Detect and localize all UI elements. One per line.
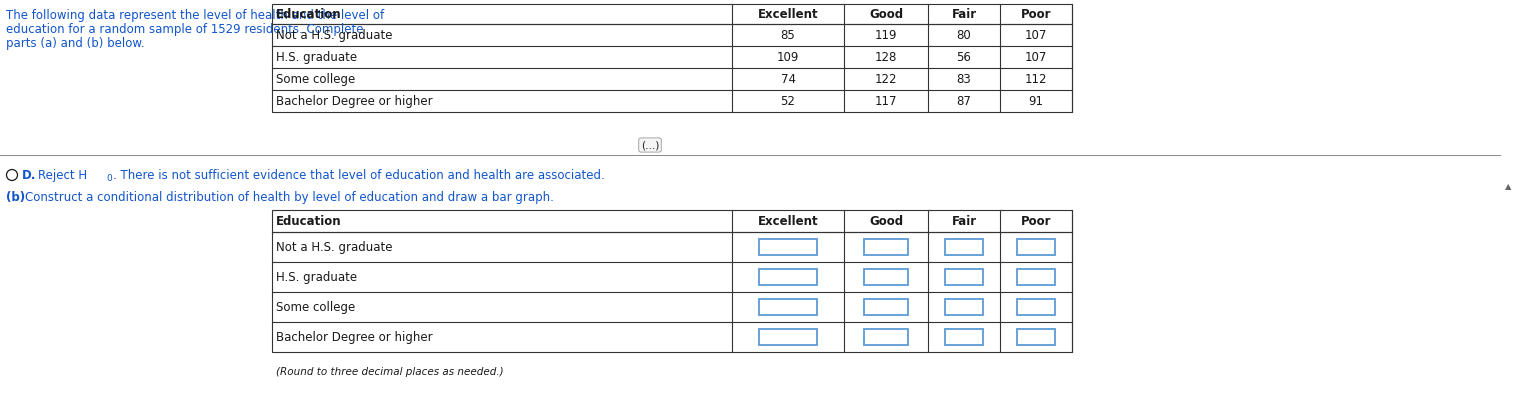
Bar xyxy=(1017,239,1055,255)
Text: D.: D. xyxy=(23,168,36,181)
Text: 80: 80 xyxy=(957,28,972,42)
Bar xyxy=(271,4,1072,112)
Bar xyxy=(1017,269,1055,285)
Text: Excellent: Excellent xyxy=(758,8,819,20)
Text: Education: Education xyxy=(276,214,341,228)
Text: . There is not sufficient evidence that level of education and health are associ: . There is not sufficient evidence that … xyxy=(114,168,605,181)
Text: Not a H.S. graduate: Not a H.S. graduate xyxy=(276,28,393,42)
Bar xyxy=(1017,299,1055,315)
Text: 122: 122 xyxy=(875,73,897,85)
Text: Some college: Some college xyxy=(276,301,355,314)
Bar xyxy=(864,269,908,285)
Bar xyxy=(864,299,908,315)
Bar xyxy=(946,269,982,285)
Text: 109: 109 xyxy=(776,50,799,63)
Text: Good: Good xyxy=(869,8,904,20)
Text: 85: 85 xyxy=(781,28,796,42)
Text: Reject H: Reject H xyxy=(38,168,86,181)
Text: 52: 52 xyxy=(781,95,796,108)
Text: (Round to three decimal places as needed.): (Round to three decimal places as needed… xyxy=(276,367,503,377)
Bar xyxy=(760,269,817,285)
Text: (…): (…) xyxy=(641,140,659,150)
Text: Poor: Poor xyxy=(1020,214,1051,228)
Bar xyxy=(760,299,817,315)
Text: 83: 83 xyxy=(957,73,972,85)
Text: Some college: Some college xyxy=(276,73,355,85)
Text: 91: 91 xyxy=(1028,95,1043,108)
Text: Not a H.S. graduate: Not a H.S. graduate xyxy=(276,241,393,254)
Text: 128: 128 xyxy=(875,50,897,63)
Text: Education: Education xyxy=(276,8,341,20)
Text: Poor: Poor xyxy=(1020,8,1051,20)
Bar xyxy=(760,329,817,345)
Bar xyxy=(946,239,982,255)
Text: 74: 74 xyxy=(781,73,796,85)
Text: 112: 112 xyxy=(1025,73,1048,85)
Text: 107: 107 xyxy=(1025,50,1048,63)
Bar xyxy=(271,210,1072,352)
Bar xyxy=(760,239,817,255)
Text: 56: 56 xyxy=(957,50,972,63)
Text: The following data represent the level of health and the level of: The following data represent the level o… xyxy=(6,9,384,22)
Text: Bachelor Degree or higher: Bachelor Degree or higher xyxy=(276,331,432,344)
Text: Bachelor Degree or higher: Bachelor Degree or higher xyxy=(276,95,432,108)
Text: Fair: Fair xyxy=(952,8,976,20)
Text: Fair: Fair xyxy=(952,214,976,228)
Bar xyxy=(946,299,982,315)
Text: H.S. graduate: H.S. graduate xyxy=(276,271,358,284)
Bar xyxy=(864,239,908,255)
Text: 117: 117 xyxy=(875,95,897,108)
Text: Good: Good xyxy=(869,214,904,228)
Text: Construct a conditional distribution of health by level of education and draw a : Construct a conditional distribution of … xyxy=(24,191,553,203)
Text: education for a random sample of 1529 residents. Complete: education for a random sample of 1529 re… xyxy=(6,23,364,36)
Text: 0: 0 xyxy=(106,173,112,183)
Text: 87: 87 xyxy=(957,95,972,108)
Text: 107: 107 xyxy=(1025,28,1048,42)
Text: 119: 119 xyxy=(875,28,897,42)
Text: Excellent: Excellent xyxy=(758,214,819,228)
Bar xyxy=(946,329,982,345)
Text: ▲: ▲ xyxy=(1505,183,1511,191)
Text: H.S. graduate: H.S. graduate xyxy=(276,50,358,63)
Bar xyxy=(1017,329,1055,345)
Text: parts (a) and (b) below.: parts (a) and (b) below. xyxy=(6,37,144,50)
Text: (b): (b) xyxy=(6,191,26,203)
Bar xyxy=(864,329,908,345)
